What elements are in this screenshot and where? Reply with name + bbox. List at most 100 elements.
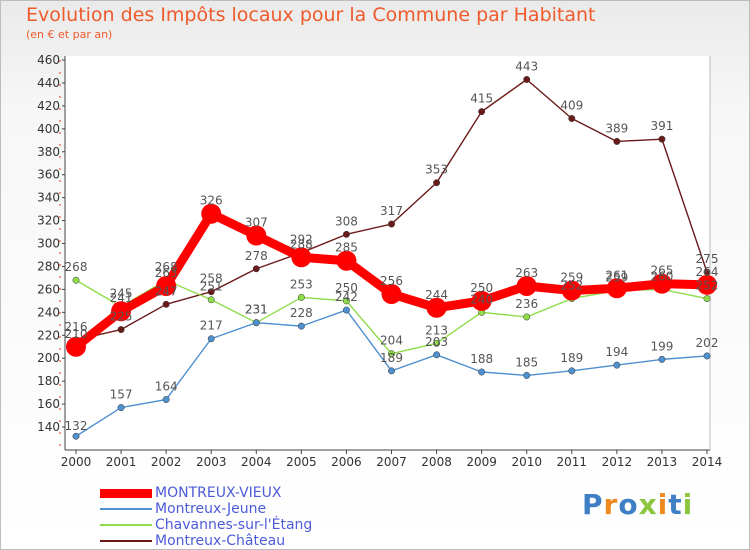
data-label: 275 <box>696 252 719 266</box>
x-tick-label: 2008 <box>421 455 452 469</box>
x-tick-label: 2007 <box>376 455 407 469</box>
chart-subtitle: (en € et par an) <box>26 28 113 41</box>
data-point <box>207 296 215 304</box>
data-label: 253 <box>290 277 313 291</box>
legend-item-montreux-chateau[interactable]: Montreux-Château <box>100 533 312 549</box>
y-tick-label: 280 <box>37 259 60 273</box>
x-tick-label: 2012 <box>602 455 633 469</box>
data-point <box>478 108 486 116</box>
data-point <box>561 280 582 301</box>
data-point <box>162 396 170 403</box>
y-tick-label: 340 <box>37 191 60 205</box>
plot-area <box>65 56 710 450</box>
data-label: 415 <box>470 92 493 106</box>
data-label: 164 <box>155 380 178 394</box>
data-point <box>658 135 666 143</box>
data-label: 261 <box>605 268 628 282</box>
data-point <box>703 295 711 303</box>
data-label: 265 <box>650 264 673 278</box>
y-tick-label: 140 <box>37 420 60 434</box>
data-point <box>568 367 576 375</box>
x-tick-label: 2004 <box>241 455 272 469</box>
data-label: 203 <box>425 335 448 349</box>
data-label: 326 <box>200 194 223 208</box>
logo-letter: P <box>582 488 604 521</box>
data-point <box>697 274 717 295</box>
data-label: 231 <box>245 303 268 317</box>
data-label: 252 <box>560 279 583 293</box>
data-point <box>568 115 576 122</box>
data-point <box>613 137 621 145</box>
data-label: 213 <box>425 323 448 337</box>
proxiti-logo[interactable]: Proxiti <box>582 488 693 521</box>
data-point <box>207 288 215 296</box>
data-point <box>207 335 215 343</box>
data-point <box>381 284 402 304</box>
data-label: 244 <box>425 288 448 302</box>
legend: MONTREUX-VIEUX Montreux-Jeune Chavannes-… <box>100 485 312 549</box>
data-point <box>342 306 350 314</box>
data-label: 199 <box>650 339 673 353</box>
y-tick-label: 440 <box>37 76 60 90</box>
data-label: 189 <box>380 351 403 365</box>
legend-label: MONTREUX-VIEUX <box>155 485 282 501</box>
data-point <box>66 336 86 357</box>
data-point <box>156 275 177 296</box>
data-label: 259 <box>560 271 583 285</box>
data-point <box>252 319 260 327</box>
data-point <box>388 367 395 375</box>
data-label: 251 <box>200 280 223 294</box>
data-label: 268 <box>155 260 178 274</box>
chart-title: Evolution des Impôts locaux pour la Comm… <box>26 4 596 26</box>
data-label: 264 <box>696 265 719 279</box>
data-point <box>388 350 395 358</box>
data-label: 409 <box>560 99 583 113</box>
x-tick-label: 2006 <box>331 455 362 469</box>
data-point <box>703 352 711 360</box>
legend-swatch <box>100 488 152 498</box>
data-point <box>201 203 222 224</box>
data-point <box>246 225 267 246</box>
data-label: 202 <box>696 336 719 350</box>
data-label: 268 <box>65 260 88 274</box>
data-label: 317 <box>380 204 403 218</box>
data-label: 225 <box>110 310 133 324</box>
x-tick-label: 2010 <box>511 455 542 469</box>
data-point <box>342 230 350 238</box>
legend-label: Chavannes-sur-l'Étang <box>155 517 313 533</box>
data-point <box>336 250 357 271</box>
data-point <box>111 301 132 322</box>
x-tick-label: 2013 <box>647 455 678 469</box>
data-point <box>651 273 672 294</box>
data-point <box>291 247 312 268</box>
data-label: 194 <box>605 345 628 359</box>
data-point <box>426 297 447 318</box>
data-label: 189 <box>560 351 583 365</box>
data-label: 157 <box>110 388 133 402</box>
data-point <box>433 339 441 347</box>
data-label: 263 <box>155 266 178 280</box>
data-point <box>72 432 80 440</box>
data-label: 260 <box>650 269 673 283</box>
data-point <box>523 371 531 379</box>
data-label: 285 <box>335 241 358 255</box>
y-tick-label: 200 <box>37 351 60 365</box>
legend-item-montreux-jeune[interactable]: Montreux-Jeune <box>100 501 312 517</box>
legend-label: Montreux-Jeune <box>155 501 267 517</box>
data-label: 210 <box>65 327 88 341</box>
data-label: 250 <box>470 281 493 295</box>
data-label: 353 <box>425 163 448 177</box>
y-tick-label: 240 <box>37 305 60 319</box>
data-label: 236 <box>515 297 538 311</box>
data-label: 288 <box>290 237 313 251</box>
legend-swatch <box>100 524 152 526</box>
legend-item-chavannes[interactable]: Chavannes-sur-l'Étang <box>100 517 312 533</box>
data-point <box>162 300 170 308</box>
y-tick-label: 180 <box>37 374 60 388</box>
data-label: 132 <box>65 419 88 433</box>
data-label: 263 <box>515 266 538 280</box>
legend-item-montreux-vieux[interactable]: MONTREUX-VIEUX <box>100 485 312 501</box>
y-tick-label: 160 <box>37 397 60 411</box>
data-label: 292 <box>290 233 313 247</box>
